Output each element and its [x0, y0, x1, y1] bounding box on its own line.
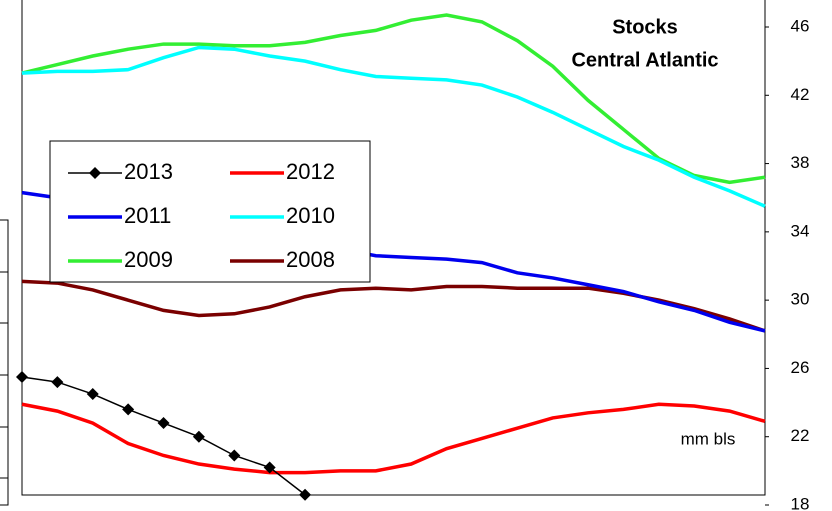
legend-label: 2010	[286, 203, 335, 228]
marker	[157, 417, 170, 430]
marker	[192, 430, 205, 443]
series-line	[21, 45, 766, 208]
marker	[86, 388, 99, 401]
legend-label: 2008	[286, 247, 335, 272]
marker	[263, 461, 276, 474]
series-line	[21, 13, 766, 185]
y-tick-label: 46	[791, 16, 810, 35]
y-tick-label: 38	[791, 153, 810, 172]
legend	[49, 140, 371, 283]
legend-label: 2009	[124, 247, 173, 272]
marker	[16, 370, 28, 383]
y-tick-label: 34	[791, 221, 810, 240]
y-tick-label: 42	[791, 85, 810, 104]
legend-label: 2011	[124, 203, 171, 228]
marker	[122, 403, 135, 416]
annotation: mm bls	[681, 429, 736, 448]
chart-title: Stocks	[612, 16, 678, 38]
legend-label: 2012	[286, 159, 335, 184]
y-tick-label: 30	[791, 290, 810, 309]
marker	[299, 488, 312, 501]
y-tick-label: 18	[791, 494, 810, 511]
chart-subtitle: Central Atlantic	[571, 49, 718, 71]
y-tick-label: 22	[791, 426, 810, 445]
legend-marker	[89, 167, 101, 179]
background-chart	[0, 219, 9, 506]
y-tick-label: 26	[791, 358, 810, 377]
marker	[228, 449, 241, 462]
marker	[51, 376, 64, 389]
series-line	[21, 402, 766, 475]
legend-label: 2013	[124, 159, 173, 184]
